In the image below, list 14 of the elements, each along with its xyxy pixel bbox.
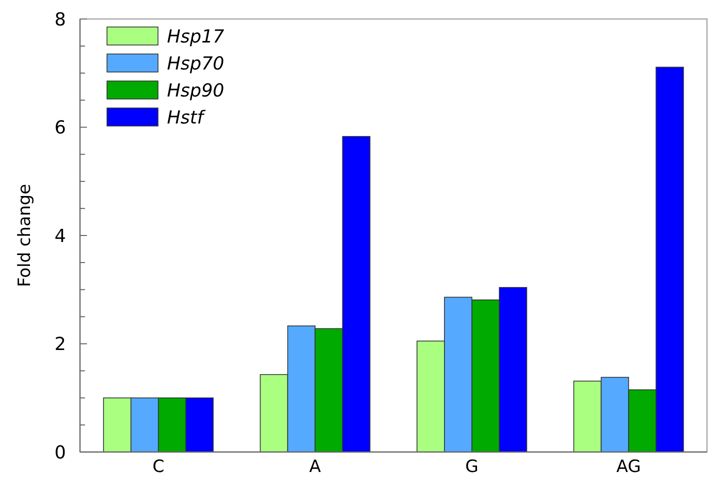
y-tick-label: 2 bbox=[54, 334, 66, 356]
x-tick-label: AG bbox=[616, 457, 641, 477]
legend-label: Hsp90 bbox=[167, 80, 224, 102]
x-tick-label: A bbox=[309, 457, 322, 477]
y-tick-label: 6 bbox=[54, 118, 66, 139]
y-tick-label: 0 bbox=[54, 442, 66, 464]
y-tick-label: 8 bbox=[54, 9, 66, 30]
y-axis-title: Fold change bbox=[15, 184, 35, 288]
y-tick-label: 4 bbox=[54, 226, 66, 247]
legend-label: Hsp70 bbox=[167, 53, 224, 74]
legend-label: Hstf bbox=[167, 107, 206, 128]
x-tick-label: G bbox=[465, 457, 478, 477]
x-tick-label: C bbox=[152, 457, 164, 477]
legend-label: Hsp17 bbox=[167, 26, 225, 48]
